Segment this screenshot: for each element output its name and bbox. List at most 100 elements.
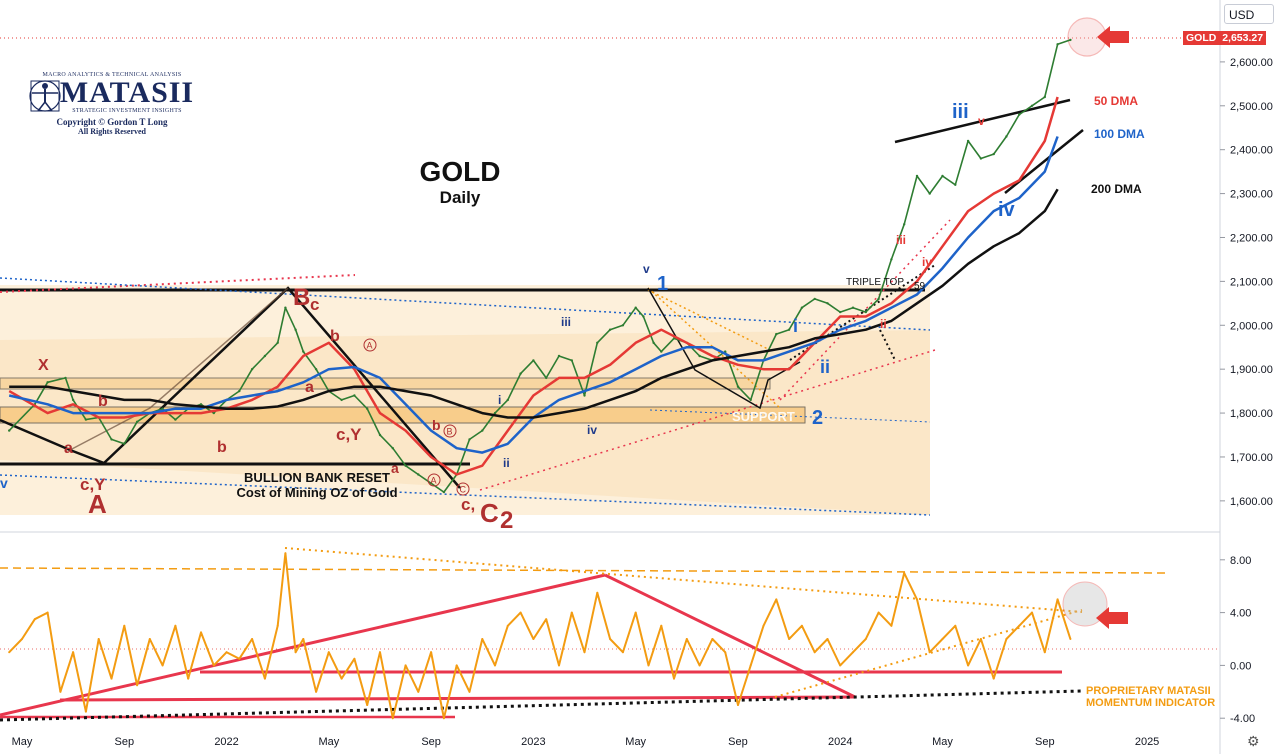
settings-gear-icon[interactable]: ⚙	[1247, 733, 1260, 749]
momentum-point	[276, 624, 279, 627]
price-point	[110, 438, 113, 441]
price-point	[71, 398, 75, 402]
circled-A-markers: A A C B	[363, 338, 470, 496]
x-tick-label: 2022	[214, 736, 238, 748]
currency-selector[interactable]: USD	[1224, 4, 1274, 24]
price-y-axis: 1,600.00 1,700.00 1,800.00 1,900.00 2,000.00…	[1219, 0, 1273, 754]
y-tick-label: 2,400.00	[1230, 145, 1273, 157]
momentum-base-line	[59, 695, 856, 702]
wave-label-iv-small: iv	[587, 423, 597, 437]
price-point	[839, 310, 842, 314]
momentum-point	[1031, 611, 1033, 614]
momentum-note-line2: MOMENTUM INDICATOR	[1086, 697, 1216, 709]
price-point	[1056, 43, 1059, 46]
price-point	[583, 394, 586, 397]
wave-label-1: 1	[657, 273, 668, 295]
price-point	[941, 174, 944, 178]
momentum-point	[1069, 638, 1072, 640]
wave-label-iii-blue: iii	[952, 101, 969, 123]
logo-copyright: Copyright © Gordon T Long	[56, 117, 168, 127]
price-point	[775, 332, 778, 336]
momentum-upper-dashed	[0, 567, 1166, 574]
momentum-point	[315, 690, 318, 693]
momentum-point	[532, 638, 535, 640]
price-point	[864, 310, 867, 314]
logo-rights: All Rights Reserved	[78, 127, 146, 136]
price-point	[570, 359, 573, 362]
bullion-note-line2: Cost of Mining OZ of Gold	[236, 485, 398, 500]
x-tick-label: Sep	[114, 736, 134, 748]
bullion-bank-note: BULLION BANK RESET Cost of Mining OZ of …	[212, 470, 422, 500]
momentum-point	[570, 611, 573, 614]
momentum-triangle-right	[604, 573, 856, 699]
wave-label-i: i	[498, 393, 501, 407]
price-point	[417, 473, 420, 476]
ma200-label: 200 DMA	[1091, 182, 1142, 196]
momentum-point	[583, 651, 586, 654]
svg-text:C: C	[460, 485, 467, 495]
support-label: SUPPORT	[732, 409, 795, 424]
momentum-point	[954, 624, 957, 627]
wave-lines-a	[0, 286, 461, 489]
price-point	[928, 192, 931, 195]
triple-top-label: TRIPLE TOP	[846, 277, 904, 288]
wave-label-X: X	[38, 357, 49, 374]
price-point	[174, 418, 177, 421]
price-point	[698, 354, 701, 358]
price-series-group	[8, 38, 1072, 494]
momentum-point	[519, 611, 522, 614]
svg-text:A: A	[367, 341, 373, 351]
momentum-point	[200, 631, 202, 634]
svg-text:B: B	[447, 427, 453, 437]
price-point	[64, 376, 67, 380]
momentum-point	[59, 690, 62, 693]
wave-label-2-red: 2	[500, 507, 513, 534]
x-tick-label: May	[12, 736, 33, 748]
price-point	[851, 306, 855, 309]
momentum-point	[864, 638, 867, 640]
momentum-point	[621, 651, 624, 654]
price-point	[1069, 38, 1072, 42]
momentum-point	[174, 624, 177, 627]
wave-label-v-left: v	[0, 475, 8, 491]
price-point	[340, 398, 343, 402]
price-point	[391, 447, 394, 450]
price-point	[429, 482, 433, 485]
momentum-point	[442, 717, 445, 720]
wave-label-2-blue: 2	[812, 407, 823, 429]
price-point	[135, 420, 139, 423]
momentum-point	[1043, 651, 1046, 654]
momentum-point	[813, 651, 816, 654]
price-point	[250, 368, 254, 371]
momentum-point	[839, 664, 842, 667]
price-point	[634, 306, 637, 309]
wave-label-ii-red: ii	[880, 317, 887, 331]
price-point	[545, 376, 548, 380]
price-point	[890, 258, 893, 261]
price-point	[481, 429, 484, 432]
price-point	[302, 350, 305, 353]
black-dotted-drop	[879, 329, 896, 361]
momentum-point	[417, 690, 420, 693]
logo-name: MATASII	[59, 76, 195, 109]
wave-label-b-left: b	[98, 393, 108, 410]
price-point	[800, 306, 804, 309]
wave-label-iv-blue: iv	[998, 199, 1016, 221]
y-tick-label: 2,200.00	[1230, 232, 1273, 244]
momentum-point	[294, 651, 297, 654]
momentum-point	[941, 638, 944, 640]
price-tag-value: 2,653.27	[1222, 32, 1264, 44]
momentum-point	[545, 618, 548, 621]
price-point	[161, 407, 164, 410]
price-point	[621, 324, 625, 327]
momentum-point	[762, 624, 765, 627]
wave-label-i-blue: i	[793, 316, 798, 336]
x-tick-label: May	[932, 736, 953, 748]
price-point	[660, 350, 663, 353]
momentum-triangle-left	[0, 573, 606, 717]
price-point	[992, 152, 995, 156]
y-tick-label: 2,600.00	[1230, 57, 1273, 69]
momentum-point	[852, 651, 854, 654]
momentum-point	[967, 664, 970, 667]
momentum-point	[877, 611, 880, 614]
